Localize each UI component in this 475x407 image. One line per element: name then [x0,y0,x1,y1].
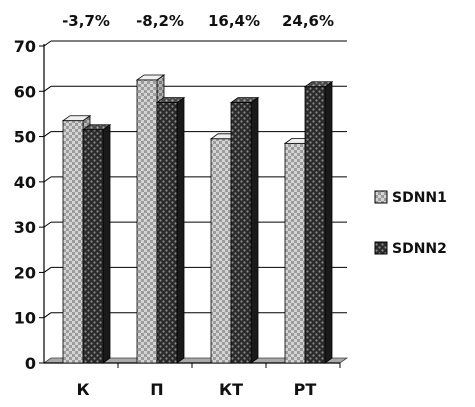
y-tick-label: 20 [14,263,36,282]
x-tick-labels: К П КТ РТ [76,380,316,399]
y-tick-label: 50 [14,128,36,147]
bars [61,74,334,364]
change-label: 16,4% [208,12,260,30]
bar-sdnn2-3 [303,80,334,364]
legend: SDNN1 SDNN2 [374,190,447,257]
gridline-depth [43,312,52,319]
legend-label-sdnn1: SDNN1 [392,190,447,206]
x-tick-label: КТ [219,380,243,399]
gridline-depth [43,176,52,183]
change-label: -3,7% [62,12,110,30]
bar-sdnn2-1 [155,96,186,364]
gridline-depth [43,40,52,47]
change-label: 24,6% [282,12,334,30]
x-tick-label: РТ [294,380,317,399]
change-label: -8,2% [136,12,184,30]
change-labels: -3,7% -8,2% 16,4% 24,6% [62,12,334,30]
y-tick-labels: 0 10 20 30 40 50 60 70 [14,37,36,373]
gridline-depth [43,221,52,228]
legend-label-sdnn2: SDNN2 [392,241,447,257]
y-tick-label: 60 [14,82,36,101]
bar-sdnn2-2 [229,96,260,364]
gridline-depth [43,131,52,137]
y-tick-label: 0 [25,354,36,373]
y-tick-label: 10 [14,309,36,328]
legend-swatch-sdnn1 [374,190,388,204]
legend-swatch-sdnn2 [374,241,388,255]
bar-sdnn2-0 [81,124,112,364]
x-tick-label: П [150,380,163,399]
y-tick-label: 30 [14,218,36,237]
gridline-depth [43,85,52,92]
gridline-depth [43,267,52,273]
x-tick-label: К [76,380,89,399]
y-tick-label: 40 [14,173,36,192]
y-tick-label: 70 [14,37,36,56]
